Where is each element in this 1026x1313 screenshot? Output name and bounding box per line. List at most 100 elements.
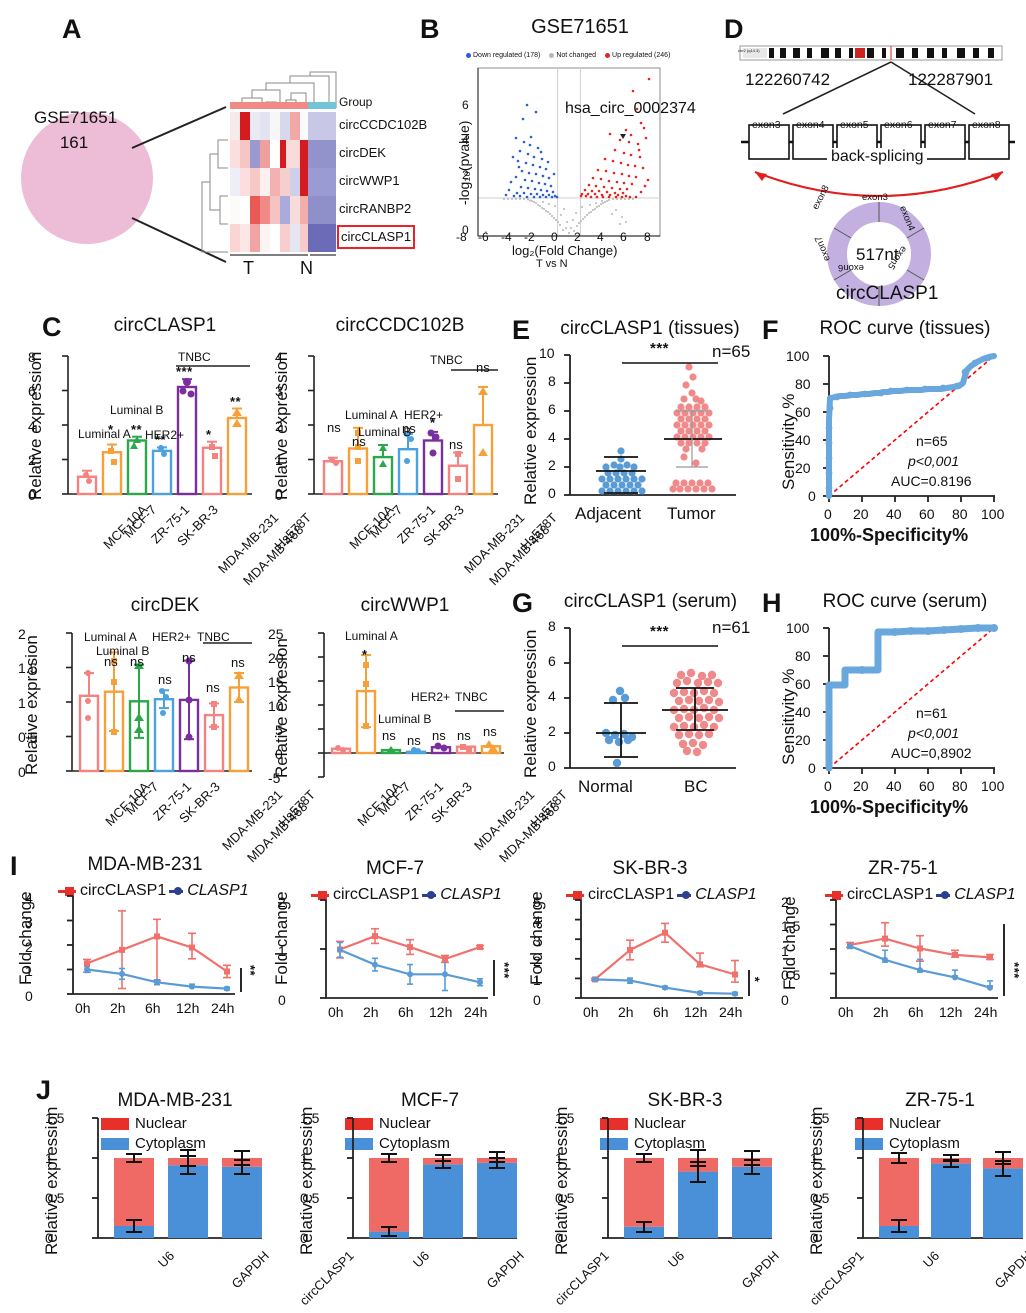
c3-datapoints <box>85 657 244 741</box>
i4-xtick-0: 0h <box>838 1004 854 1020</box>
c2-datapoints <box>329 387 488 482</box>
panel-letter-j: J <box>36 1075 52 1105</box>
f-ytick-80: 80 <box>795 376 811 392</box>
c4-bars <box>318 632 504 778</box>
group-bar-n <box>308 102 336 109</box>
ideogram-tag: chr2 (q14.3) <box>738 48 760 53</box>
g-n-label: n=61 <box>712 618 751 637</box>
b-xtick-5: 2 <box>574 230 581 244</box>
i4-legend-label-0: circCLASP1 <box>847 886 934 903</box>
d-leader-right <box>890 61 976 115</box>
i3-legend-label-1: CLASP1 <box>695 886 757 903</box>
c4-sig-2: ns <box>382 728 396 743</box>
c4-group-her2: HER2+ <box>411 690 451 704</box>
c3-group-tnbc: TNBC <box>197 630 230 644</box>
b-xtick-2: -4 <box>501 230 512 244</box>
h-stat-auc: AUC=0,8902 <box>891 745 972 761</box>
g-normal-points <box>601 686 637 768</box>
i4-legend-label-1: CLASP1 <box>954 886 1016 903</box>
heatmap-row-label-2: circWWP1 <box>339 173 400 188</box>
j2-legend-label-1: Cytoplasm <box>379 1135 450 1152</box>
j3-ytick-05: 0.5 <box>555 1190 575 1206</box>
i4-lines <box>830 899 1005 999</box>
panel-b-title: GSE71651 <box>531 16 629 38</box>
c4-ytick-15: 15 <box>268 674 284 690</box>
i2-xtick-2: 6h <box>398 1004 414 1020</box>
e-n-label: n=65 <box>712 342 751 361</box>
c3-plot <box>40 625 270 795</box>
j1-plot <box>62 1110 277 1260</box>
legend-swatch-nuclear-3 <box>600 1117 628 1130</box>
i3-lines <box>575 899 750 999</box>
legend-dot-nc <box>549 53 555 58</box>
i1-legend-label-0: circCLASP1 <box>80 882 167 899</box>
f-plot <box>795 348 1015 518</box>
c1-sig-3: ** <box>155 432 167 447</box>
e-tumor-ci <box>676 410 708 468</box>
g-bc-stats <box>662 687 728 731</box>
i4-significance: *** <box>1006 962 1022 979</box>
i2-ytick-0: 0 <box>278 992 286 1008</box>
g-xtick-1: BC <box>684 777 708 796</box>
panel-letter-c: C <box>42 312 62 342</box>
c3-ytick-10: 1 <box>18 695 26 711</box>
j1-ytick-15: 1.5 <box>45 1110 65 1126</box>
i1-legend: circCLASP1 CLASP1 <box>58 882 249 900</box>
b-xtick-1: -6 <box>478 230 489 244</box>
ideogram-bands <box>743 46 994 60</box>
j3-ytick-15: 1.5 <box>555 1110 575 1126</box>
legend-label-nc: Not changed <box>556 52 597 59</box>
i2-lines <box>320 899 495 999</box>
i4-axes <box>830 899 998 999</box>
i2-ytick-1: 1 <box>278 943 286 959</box>
i3-xtick-2: 6h <box>653 1004 669 1020</box>
e-ytick-10: 10 <box>539 345 555 361</box>
f-xtick-60: 60 <box>919 506 935 522</box>
c1-sig-6: ** <box>230 394 242 409</box>
c2-plot <box>286 348 516 518</box>
j2-ytick-10: 1 <box>300 1150 308 1166</box>
j3-legend-label-1: Cytoplasm <box>634 1135 705 1152</box>
e-adjacent-stats <box>596 456 646 494</box>
panel-letter-a: A <box>62 14 82 44</box>
g-normal-stats <box>596 702 646 758</box>
legend-marker-circclasp1-2 <box>318 890 327 900</box>
leader-line-top <box>131 106 227 149</box>
c3-sig-2: ns <box>130 654 144 669</box>
c4-ytick-10: 10 <box>268 698 284 714</box>
f-xtick-100: 100 <box>981 506 1005 522</box>
c4-group-luminalb: Luminal B <box>378 712 432 726</box>
i1-xtick-1: 2h <box>110 1000 126 1016</box>
i4-xtick-2: 6h <box>908 1004 924 1020</box>
legend-swatch-cytoplasm-2 <box>345 1137 373 1150</box>
c3-ytick-00: 0 <box>18 764 26 780</box>
i1-ytick-0: 0 <box>25 988 33 1004</box>
f-ytick-40: 40 <box>795 432 811 448</box>
i3-ytick-4: 4 <box>533 913 541 929</box>
i2-ytick-2: 2 <box>278 894 286 910</box>
b-xlabel2: T vs N <box>536 258 568 270</box>
i3-significance: * <box>747 976 763 983</box>
j1-legend-label-0: Nuclear <box>135 1115 187 1132</box>
i1-markers-blue <box>84 966 230 992</box>
c1-sig-1: * <box>108 422 114 437</box>
f-xlabel: 100%-Specificity% <box>810 525 969 545</box>
j2-ytick-15: 1.5 <box>300 1110 320 1126</box>
i2-legend-label-0: circCLASP1 <box>333 886 420 903</box>
c2-group-tnbc: TNBC <box>430 353 463 367</box>
i4-ytick-00: 0 <box>781 992 789 1008</box>
f-xtick-40: 40 <box>886 506 902 522</box>
panel-letter-f: F <box>762 315 779 345</box>
h-stat-n: n=61 <box>916 705 948 721</box>
h-roc-markers <box>858 624 998 674</box>
j3-bars <box>624 1158 772 1238</box>
f-roc <box>823 353 997 502</box>
leader-line-bottom <box>131 217 227 263</box>
i1-ytick-4: 4 <box>25 890 33 906</box>
i4-xtick-1: 2h <box>873 1004 889 1020</box>
venn-label-dataset: GSE71651 <box>34 108 118 127</box>
i1-xtick-4: 24h <box>211 1000 235 1016</box>
c4-sig-3: ns <box>407 733 421 748</box>
j1-legend: Nuclear Cytoplasm <box>101 1115 206 1152</box>
i1-xtick-0: 0h <box>75 1000 91 1016</box>
